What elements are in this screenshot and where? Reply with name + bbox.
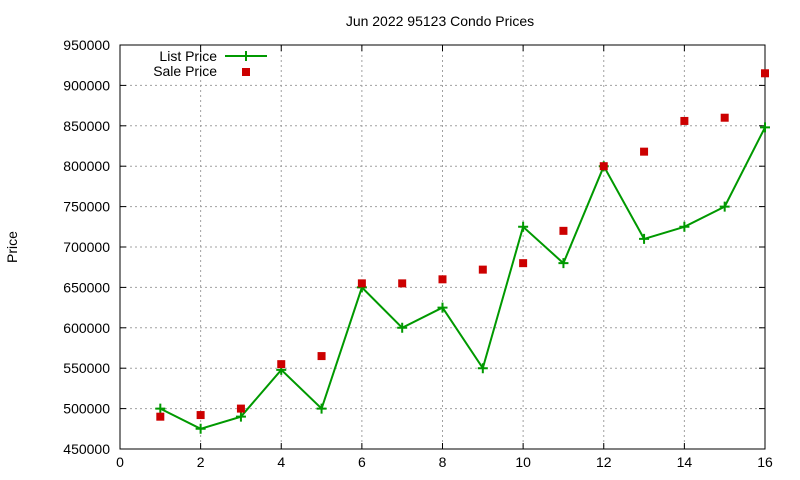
sale-price-point — [398, 279, 407, 288]
sale-price-point — [680, 116, 689, 125]
x-tick-label: 0 — [116, 454, 124, 470]
y-tick-label: 800000 — [63, 158, 110, 174]
sale-price-point — [519, 259, 528, 268]
x-tick-label: 10 — [515, 454, 531, 470]
y-tick-label: 650000 — [63, 279, 110, 295]
list-price-point — [477, 363, 488, 374]
x-tick-label: 4 — [277, 454, 285, 470]
list-price-point — [316, 403, 327, 414]
sale-price-point — [317, 352, 326, 361]
legend: List Price Sale Price — [153, 48, 267, 79]
sale-price-point — [640, 147, 649, 156]
x-tick-label: 12 — [596, 454, 612, 470]
list-price-point — [235, 411, 246, 422]
x-tick-label: 16 — [757, 454, 773, 470]
y-tick-label: 600000 — [63, 320, 110, 336]
grid — [120, 45, 765, 449]
sale-price-point — [761, 69, 769, 78]
list-price-point — [397, 322, 408, 333]
series — [155, 69, 770, 434]
sale-price-point — [357, 279, 366, 288]
x-tick-label: 6 — [358, 454, 366, 470]
y-tick-label: 850000 — [63, 118, 110, 134]
list-price-point — [760, 122, 770, 133]
legend-label-sale-price: Sale Price — [153, 63, 217, 79]
y-tick-label: 750000 — [63, 199, 110, 215]
chart-title: Jun 2022 95123 Condo Prices — [346, 13, 534, 29]
y-tick-label: 700000 — [63, 239, 110, 255]
y-tick-label: 550000 — [63, 360, 110, 376]
list-price-line — [159, 126, 766, 430]
list-price-point — [155, 403, 166, 414]
list-price-point — [639, 233, 650, 244]
sale-price-point — [599, 162, 608, 171]
legend-label-list-price: List Price — [159, 48, 217, 64]
y-axis-label: Price — [4, 231, 20, 263]
sale-price-point — [720, 113, 729, 122]
sale-price-point — [196, 411, 205, 420]
list-price-point — [558, 258, 569, 269]
list-price-point — [679, 221, 690, 232]
list-price-point — [719, 201, 730, 212]
x-tick-label: 8 — [439, 454, 447, 470]
list-price-point — [437, 302, 448, 313]
x-tick-label: 14 — [677, 454, 693, 470]
sale-price-point — [156, 412, 165, 421]
legend-swatch-sale-price — [242, 68, 250, 76]
y-tick-label: 450000 — [63, 441, 110, 457]
list-price-point — [518, 221, 529, 232]
sale-price-point — [478, 265, 487, 274]
x-tick-label: 2 — [197, 454, 205, 470]
sale-price-point — [438, 275, 447, 284]
legend-swatch-list-price-marker — [241, 51, 251, 61]
y-tick-label: 950000 — [63, 37, 110, 53]
list-price-point — [195, 423, 206, 434]
y-tick-label: 900000 — [63, 77, 110, 93]
sale-price-point — [236, 404, 245, 413]
y-tick-label: 500000 — [63, 401, 110, 417]
sale-price-point — [277, 360, 286, 369]
axis-ticks: 0 2 4 6 8 10 12 14 16 450000 500000 550000 600000 650… — [63, 37, 773, 470]
sale-price-point — [559, 226, 568, 235]
